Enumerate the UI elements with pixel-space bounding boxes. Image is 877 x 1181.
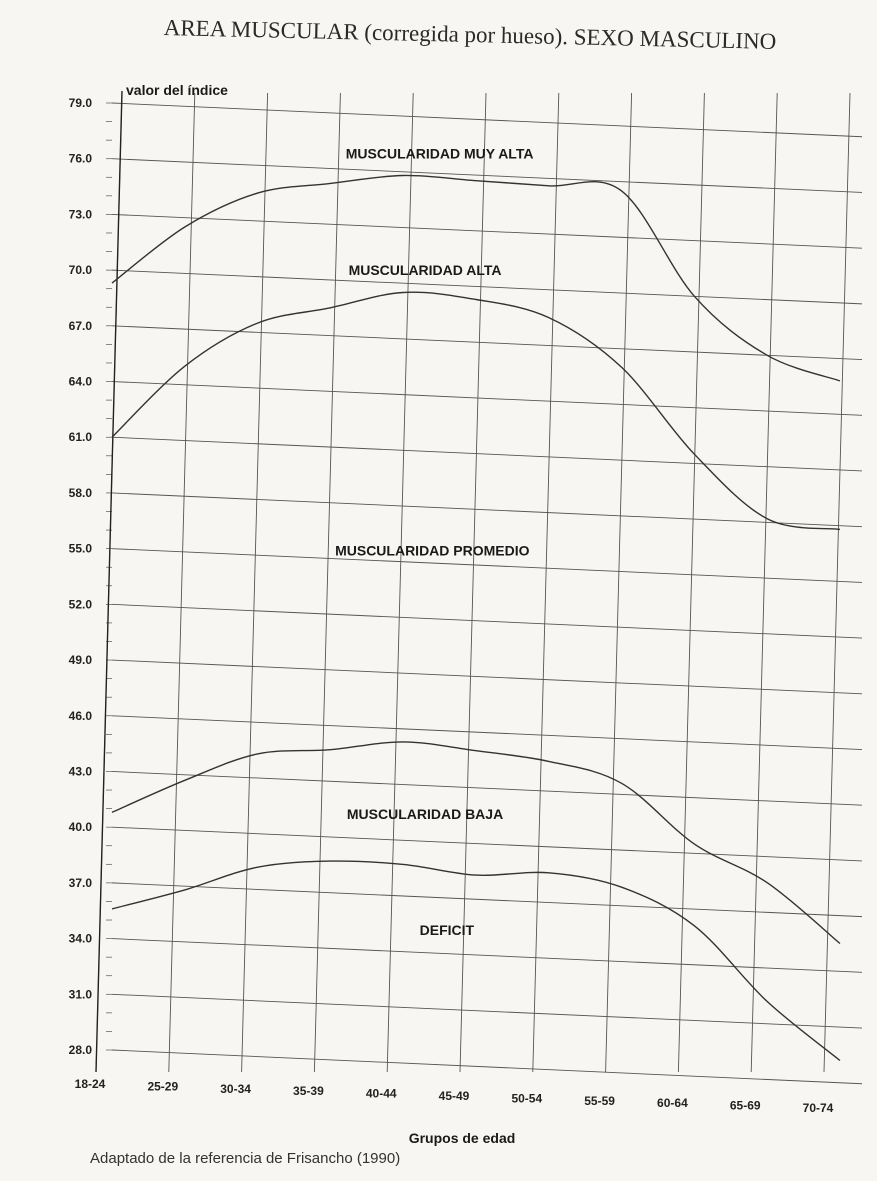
x-tick-label: 60-64 — [657, 1096, 688, 1110]
y-tick-label: 43.0 — [69, 764, 93, 778]
grid-line-horizontal — [111, 603, 863, 639]
band-label: MUSCULARIDAD MUY ALTA — [346, 146, 534, 162]
y-tick-label: 76.0 — [69, 152, 93, 166]
grid-line-horizontal — [111, 213, 863, 249]
y-tick-label: 37.0 — [69, 876, 93, 890]
grid-line-vertical — [241, 92, 269, 1073]
grid-line-horizontal — [111, 882, 863, 918]
band-labels: MUSCULARIDAD MUY ALTA MUSCULARIDAD ALTA MU… — [335, 146, 533, 938]
y-tick-label: 67.0 — [69, 319, 93, 333]
grid-line-horizontal — [111, 158, 863, 193]
percentile-curve-4 — [111, 860, 841, 1062]
x-tick-labels: 18-24 25-29 30-34 35-39 40-44 45-49 50-54 55-59… — [75, 1077, 834, 1115]
grid-line-horizontal — [111, 492, 863, 528]
y-tick-label: 70.0 — [69, 263, 93, 277]
source-note: Adaptado de la referencia de Frisancho (… — [90, 1150, 401, 1167]
grid-line-horizontal — [111, 269, 863, 305]
grid-line-horizontal — [111, 548, 863, 583]
percentile-curve-3 — [111, 741, 841, 945]
y-axis-label: valor del índice — [126, 82, 228, 98]
x-axis-label: Grupos de edad — [409, 1130, 516, 1146]
grid-line-vertical — [532, 92, 560, 1073]
x-tick-label: 50-54 — [511, 1091, 542, 1105]
grid-line-horizontal — [111, 715, 863, 750]
x-tick-label: 65-69 — [730, 1099, 761, 1113]
percentile-curve-1 — [111, 174, 841, 382]
band-label: MUSCULARIDAD PROMEDIO — [335, 543, 530, 559]
grid-line-horizontal — [111, 993, 863, 1029]
y-tick-label: 31.0 — [69, 987, 93, 1001]
y-tick-label: 40.0 — [69, 820, 93, 834]
grid-line-vertical — [823, 92, 851, 1073]
y-tick-label: 64.0 — [69, 375, 93, 389]
x-tick-label: 30-34 — [220, 1082, 251, 1096]
band-label: DEFICIT — [420, 922, 475, 938]
grid — [95, 92, 863, 1085]
grid-line-vertical — [386, 92, 414, 1073]
y-tick-label: 55.0 — [69, 542, 93, 556]
y-tick-label: 34.0 — [69, 932, 93, 946]
y-tick-label: 49.0 — [69, 653, 93, 667]
x-tick-label: 40-44 — [366, 1087, 397, 1101]
y-tick-label: 52.0 — [69, 597, 93, 611]
grid-line-horizontal — [111, 436, 863, 472]
y-axis-line — [95, 90, 123, 1073]
y-tick-label: 28.0 — [69, 1043, 93, 1057]
x-tick-label: 70-74 — [803, 1101, 834, 1115]
grid-line-horizontal — [111, 938, 863, 973]
y-tick-label: 73.0 — [69, 207, 93, 221]
y-tick-label: 79.0 — [69, 96, 93, 110]
grid-line-vertical — [750, 92, 778, 1073]
grid-line-horizontal — [111, 659, 863, 695]
y-tick-label: 46.0 — [69, 709, 93, 723]
x-tick-label: 18-24 — [75, 1077, 106, 1091]
x-tick-label: 55-59 — [584, 1094, 615, 1108]
band-label: MUSCULARIDAD BAJA — [347, 806, 503, 822]
grid-line-vertical — [313, 92, 341, 1073]
grid-line-vertical — [605, 92, 633, 1073]
grid-line-horizontal — [111, 381, 863, 416]
grid-line-vertical — [168, 92, 196, 1073]
series-lines — [111, 174, 841, 1062]
grid-line-vertical — [677, 92, 705, 1073]
grid-line-vertical — [459, 92, 487, 1073]
y-tick-labels: 79.0 76.0 73.0 70.0 67.0 64.0 61.0 58.0 55.0 52.0… — [69, 96, 93, 1057]
y-tick-label: 61.0 — [69, 430, 93, 444]
grid-line-horizontal — [111, 826, 863, 862]
axes — [95, 90, 123, 1073]
grid-line-horizontal — [111, 102, 863, 138]
percentile-curve-2 — [111, 291, 841, 531]
band-label: MUSCULARIDAD ALTA — [349, 262, 502, 278]
x-tick-label: 35-39 — [293, 1084, 324, 1098]
grid-line-horizontal — [111, 325, 863, 361]
y-tick-label: 58.0 — [69, 486, 93, 500]
x-tick-label: 45-49 — [439, 1089, 470, 1103]
grid-line-horizontal — [111, 771, 863, 806]
x-tick-label: 25-29 — [147, 1079, 178, 1093]
grid-line-horizontal — [111, 1049, 863, 1085]
